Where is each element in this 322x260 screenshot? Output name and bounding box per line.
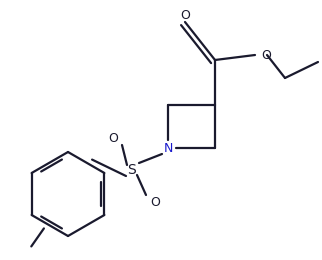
Text: O: O bbox=[150, 196, 160, 209]
Text: S: S bbox=[128, 163, 137, 177]
Text: O: O bbox=[261, 49, 271, 62]
Text: O: O bbox=[180, 9, 190, 22]
Text: N: N bbox=[163, 141, 173, 154]
Text: O: O bbox=[108, 132, 118, 145]
